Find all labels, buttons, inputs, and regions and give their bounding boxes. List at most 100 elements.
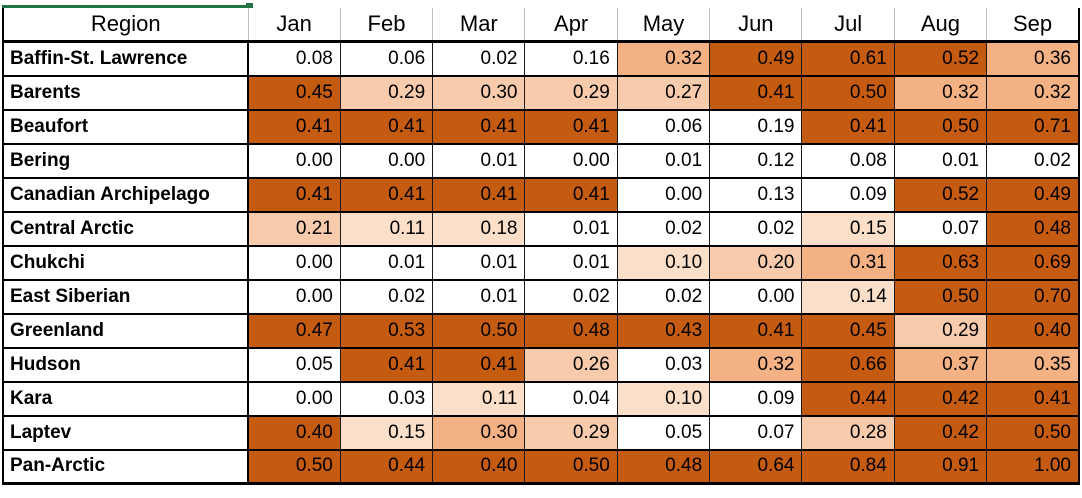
value-cell[interactable]: 0.31 — [801, 244, 895, 281]
value-cell[interactable]: 0.00 — [247, 380, 341, 417]
value-cell[interactable]: 0.40 — [247, 414, 341, 451]
value-cell[interactable]: 0.29 — [524, 74, 618, 111]
value-cell[interactable]: 0.61 — [801, 40, 895, 77]
value-cell[interactable]: 0.05 — [616, 414, 711, 451]
value-cell[interactable]: 0.50 — [432, 312, 526, 349]
value-cell[interactable]: 0.49 — [709, 40, 803, 77]
value-cell[interactable]: 0.10 — [616, 380, 711, 417]
region-label[interactable]: Bering — [2, 142, 249, 179]
value-cell[interactable]: 0.41 — [709, 74, 803, 111]
value-cell[interactable]: 0.00 — [247, 244, 341, 281]
value-cell[interactable]: 0.48 — [616, 448, 711, 485]
month-column-header[interactable]: Feb — [339, 8, 434, 43]
value-cell[interactable]: 0.07 — [893, 210, 988, 247]
value-cell[interactable]: 0.41 — [986, 380, 1080, 417]
value-cell[interactable]: 0.27 — [616, 74, 711, 111]
value-cell[interactable]: 0.44 — [339, 448, 434, 485]
value-cell[interactable]: 0.02 — [339, 278, 434, 315]
value-cell[interactable]: 0.01 — [432, 244, 526, 281]
value-cell[interactable]: 0.19 — [709, 108, 803, 145]
value-cell[interactable]: 0.41 — [801, 108, 895, 145]
value-cell[interactable]: 0.00 — [339, 142, 434, 179]
value-cell[interactable]: 0.41 — [709, 312, 803, 349]
value-cell[interactable]: 0.71 — [986, 108, 1080, 145]
value-cell[interactable]: 0.32 — [893, 74, 988, 111]
value-cell[interactable]: 0.64 — [709, 448, 803, 485]
value-cell[interactable]: 0.42 — [893, 380, 988, 417]
value-cell[interactable]: 0.11 — [432, 380, 526, 417]
value-cell[interactable]: 0.01 — [893, 142, 988, 179]
value-cell[interactable]: 0.15 — [339, 414, 434, 451]
value-cell[interactable]: 0.42 — [893, 414, 988, 451]
value-cell[interactable]: 0.07 — [709, 414, 803, 451]
value-cell[interactable]: 0.50 — [893, 278, 988, 315]
value-cell[interactable]: 0.41 — [432, 108, 526, 145]
month-column-header[interactable]: Mar — [432, 8, 526, 43]
value-cell[interactable]: 0.32 — [616, 40, 711, 77]
value-cell[interactable]: 0.02 — [616, 210, 711, 247]
value-cell[interactable]: 0.12 — [709, 142, 803, 179]
region-label[interactable]: Laptev — [2, 414, 249, 451]
value-cell[interactable]: 0.48 — [986, 210, 1080, 247]
value-cell[interactable]: 0.16 — [524, 40, 618, 77]
value-cell[interactable]: 0.08 — [801, 142, 895, 179]
value-cell[interactable]: 0.52 — [893, 40, 988, 77]
value-cell[interactable]: 0.41 — [339, 346, 434, 383]
region-label[interactable]: Central Arctic — [2, 210, 249, 247]
value-cell[interactable]: 0.32 — [986, 74, 1080, 111]
value-cell[interactable]: 0.28 — [801, 414, 895, 451]
value-cell[interactable]: 0.13 — [709, 176, 803, 213]
value-cell[interactable]: 0.50 — [524, 448, 618, 485]
value-cell[interactable]: 0.45 — [247, 74, 341, 111]
value-cell[interactable]: 0.50 — [893, 108, 988, 145]
month-column-header[interactable]: Aug — [893, 8, 988, 43]
region-label[interactable]: Greenland — [2, 312, 249, 349]
value-cell[interactable]: 0.50 — [986, 414, 1080, 451]
value-cell[interactable]: 0.20 — [709, 244, 803, 281]
value-cell[interactable]: 0.05 — [247, 346, 341, 383]
region-label[interactable]: East Siberian — [2, 278, 249, 315]
value-cell[interactable]: 0.50 — [247, 448, 341, 485]
value-cell[interactable]: 0.43 — [616, 312, 711, 349]
region-label[interactable]: Baffin-St. Lawrence — [2, 40, 249, 77]
value-cell[interactable]: 0.52 — [893, 176, 988, 213]
region-label[interactable]: Beaufort — [2, 108, 249, 145]
value-cell[interactable]: 0.10 — [616, 244, 711, 281]
value-cell[interactable]: 0.00 — [616, 176, 711, 213]
region-label[interactable]: Hudson — [2, 346, 249, 383]
value-cell[interactable]: 0.45 — [801, 312, 895, 349]
value-cell[interactable]: 0.04 — [524, 380, 618, 417]
value-cell[interactable]: 0.70 — [986, 278, 1080, 315]
value-cell[interactable]: 0.40 — [986, 312, 1080, 349]
value-cell[interactable]: 0.41 — [339, 176, 434, 213]
value-cell[interactable]: 0.02 — [709, 210, 803, 247]
month-column-header[interactable]: Jun — [709, 8, 803, 43]
value-cell[interactable]: 0.01 — [616, 142, 711, 179]
value-cell[interactable]: 0.69 — [986, 244, 1080, 281]
value-cell[interactable]: 0.35 — [986, 346, 1080, 383]
value-cell[interactable]: 0.09 — [709, 380, 803, 417]
value-cell[interactable]: 0.11 — [339, 210, 434, 247]
value-cell[interactable]: 0.15 — [801, 210, 895, 247]
value-cell[interactable]: 0.44 — [801, 380, 895, 417]
value-cell[interactable]: 0.63 — [893, 244, 988, 281]
month-column-header[interactable]: May — [616, 8, 711, 43]
value-cell[interactable]: 0.30 — [432, 74, 526, 111]
value-cell[interactable]: 0.41 — [247, 108, 341, 145]
value-cell[interactable]: 0.29 — [524, 414, 618, 451]
value-cell[interactable]: 0.29 — [893, 312, 988, 349]
value-cell[interactable]: 0.01 — [432, 142, 526, 179]
value-cell[interactable]: 0.01 — [339, 244, 434, 281]
value-cell[interactable]: 0.49 — [986, 176, 1080, 213]
value-cell[interactable]: 0.21 — [247, 210, 341, 247]
value-cell[interactable]: 0.29 — [339, 74, 434, 111]
region-label[interactable]: Chukchi — [2, 244, 249, 281]
value-cell[interactable]: 0.01 — [524, 210, 618, 247]
value-cell[interactable]: 0.01 — [432, 278, 526, 315]
value-cell[interactable]: 0.32 — [709, 346, 803, 383]
value-cell[interactable]: 0.09 — [801, 176, 895, 213]
value-cell[interactable]: 0.08 — [247, 40, 341, 77]
value-cell[interactable]: 0.40 — [432, 448, 526, 485]
month-column-header[interactable]: Sep — [986, 8, 1080, 43]
value-cell[interactable]: 0.00 — [247, 278, 341, 315]
